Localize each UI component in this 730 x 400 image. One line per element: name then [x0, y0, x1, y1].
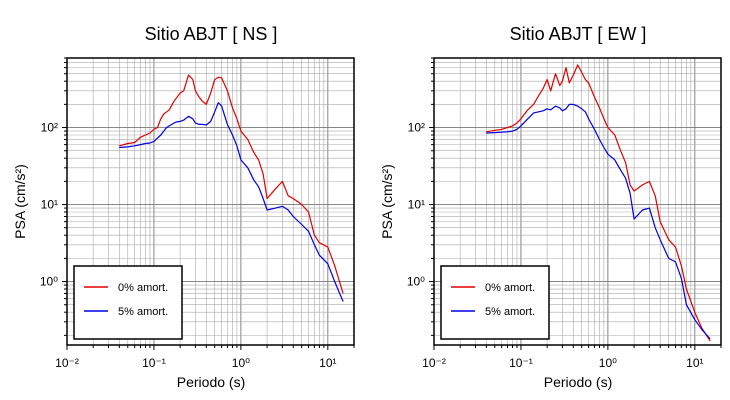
x-tick-label: 10¹ [686, 356, 703, 370]
grid [66, 57, 355, 345]
chart-panel-2: 10⁻² 10⁻¹ 10⁰ 10¹ 10⁰ 10¹ 10² Sitio ABJT [ EW ]… [379, 24, 722, 390]
y-axis-label: PSA (cm/s²) [379, 164, 395, 239]
y-tick-label: 10² [408, 121, 425, 135]
chart-panel-1: 10⁻² 10⁻¹ 10⁰ 10¹ 10⁰ 10¹ 10² Sitio ABJT [ NS ]… [12, 24, 355, 390]
series-line-red [119, 74, 344, 294]
y-tick-label: 10² [41, 121, 58, 135]
series-line-blue [486, 103, 711, 340]
x-tick-label: 10⁻¹ [142, 356, 166, 370]
legend-label: 5% amort. [485, 306, 535, 318]
x-axis-label: Periodo (s) [544, 374, 612, 390]
chart-title: Sitio ABJT [ NS ] [145, 24, 278, 44]
legend-label: 0% amort. [485, 282, 535, 294]
plot-frame [433, 57, 722, 346]
chart-title: Sitio ABJT [ EW ] [510, 24, 647, 44]
legend-label: 0% amort. [118, 282, 168, 294]
tick-marks [62, 57, 355, 350]
legend-box [73, 265, 183, 340]
y-tick-label: 10⁰ [40, 275, 58, 289]
y-axis-label: PSA (cm/s²) [12, 164, 28, 239]
series-line-blue [119, 102, 344, 302]
x-axis-label: Periodo (s) [177, 374, 245, 390]
legend: 0% amort. 5% amort. [440, 265, 550, 340]
series-line-red [486, 64, 711, 342]
tick-marks [429, 57, 722, 350]
x-tick-label: 10⁻² [422, 356, 446, 370]
y-tick-label: 10¹ [408, 198, 425, 212]
legend-box [440, 265, 550, 340]
y-tick-label: 10¹ [41, 198, 58, 212]
x-tick-label: 10¹ [319, 356, 336, 370]
x-tick-label: 10⁰ [599, 356, 617, 370]
x-tick-label: 10⁰ [232, 356, 250, 370]
x-tick-label: 10⁻² [55, 356, 79, 370]
legend-label: 5% amort. [118, 306, 168, 318]
y-tick-label: 10⁰ [407, 275, 425, 289]
legend: 0% amort. 5% amort. [73, 265, 183, 340]
x-tick-label: 10⁻¹ [509, 356, 533, 370]
plot-frame [66, 57, 355, 346]
